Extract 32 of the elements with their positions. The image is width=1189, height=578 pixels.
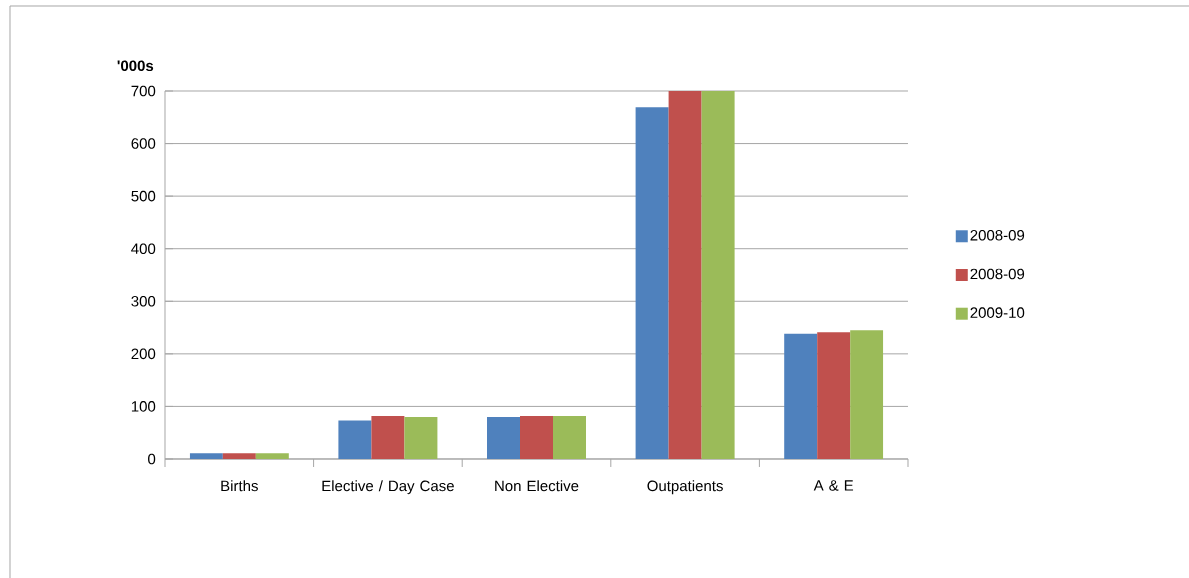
bar xyxy=(817,332,851,459)
bar xyxy=(701,90,735,459)
legend-label: 2009-10 xyxy=(970,307,1025,318)
legend-label: 2008-09 xyxy=(970,268,1025,280)
y-tick-label: 600 xyxy=(131,138,156,149)
bar xyxy=(668,90,702,459)
y-tick-label: 300 xyxy=(131,295,156,307)
bar xyxy=(255,453,289,459)
bar xyxy=(371,415,405,459)
bar xyxy=(850,330,884,459)
y-tick-label: 400 xyxy=(131,243,156,255)
y-tick-label: 200 xyxy=(131,348,156,360)
bar xyxy=(189,453,223,459)
x-tick-label: Elective / Day Case xyxy=(322,480,454,495)
bar xyxy=(520,415,553,459)
y-tick-label: 0 xyxy=(148,453,156,465)
bar xyxy=(404,416,438,459)
y-axis-title: '000s xyxy=(117,60,154,72)
bar xyxy=(635,107,669,459)
legend-label: 2008-09 xyxy=(970,229,1025,241)
y-tick-label: 500 xyxy=(131,190,156,202)
y-tick-label: 100 xyxy=(131,401,156,412)
bar xyxy=(784,333,818,459)
x-tick-label: Births xyxy=(221,480,258,492)
x-tick-label: Non Elective xyxy=(495,480,579,492)
x-tick-label: A & E xyxy=(813,480,854,491)
bar xyxy=(338,420,372,459)
bar xyxy=(553,415,586,459)
bar xyxy=(487,416,521,459)
bar xyxy=(222,453,256,459)
y-tick-label: 700 xyxy=(131,85,156,97)
x-tick-label: Outpatients xyxy=(647,480,723,495)
